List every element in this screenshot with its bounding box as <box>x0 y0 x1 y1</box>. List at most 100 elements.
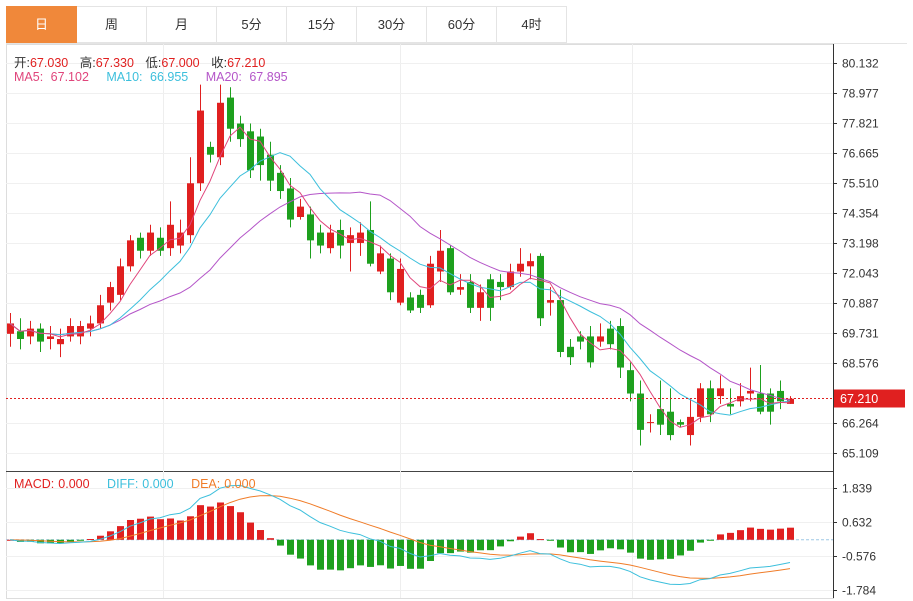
candle-body <box>487 279 494 308</box>
candle-body <box>147 232 154 251</box>
candle-body <box>57 339 64 345</box>
y-tick-label: 72.043 <box>842 267 879 281</box>
macd-histogram-bar <box>297 539 304 559</box>
candle-body <box>357 232 364 243</box>
candle-body <box>437 250 444 272</box>
diff-label: DIFF: <box>107 477 139 491</box>
ma5-value: 67.102 <box>50 70 89 84</box>
dea-value: 0.000 <box>224 477 256 491</box>
diff-readout-item: DIFF: 0.000 <box>107 477 178 491</box>
macd-histogram-bar <box>237 512 244 540</box>
y-tick-label: 66.264 <box>842 417 879 431</box>
macd-histogram-bar <box>337 539 344 571</box>
tab-month[interactable]: 月 <box>147 6 217 43</box>
candle-body <box>287 188 294 220</box>
candle-body <box>27 328 34 337</box>
candle-body <box>657 409 664 425</box>
macd-label: MACD: <box>14 477 55 491</box>
macd-histogram-bar <box>517 536 524 540</box>
macd-histogram-bar <box>777 528 784 540</box>
candle-body <box>547 300 554 303</box>
macd-histogram-bar <box>647 539 654 560</box>
ma10-readout: MA10: 66.955 <box>106 70 192 84</box>
candle-body <box>317 232 324 246</box>
candle-body <box>377 253 384 272</box>
y-tick-label: 65.109 <box>842 447 879 461</box>
ma20-line <box>9 191 791 401</box>
macd-histogram-bar <box>357 539 364 566</box>
candle-body <box>407 297 414 311</box>
ma10-value: 66.955 <box>150 70 189 84</box>
macd-histogram-bar <box>67 539 74 542</box>
candle-body <box>237 123 244 140</box>
ma5-label: MA5: <box>14 70 44 84</box>
tab-4hour[interactable]: 4时 <box>497 6 567 43</box>
candle-body <box>217 102 224 158</box>
diff-line <box>9 484 791 586</box>
tab-week[interactable]: 周 <box>77 6 147 43</box>
macd-histogram-bar <box>587 539 594 554</box>
macd-histogram-bar <box>607 539 614 549</box>
macd-histogram-bar <box>487 539 494 551</box>
macd-y-tick-label: -1.784 <box>842 584 876 598</box>
candle-body <box>767 393 774 412</box>
candle-body <box>247 131 254 171</box>
candle-body <box>257 136 264 166</box>
candle-body <box>557 300 564 352</box>
macd-histogram-bar <box>427 539 434 561</box>
candle-body <box>607 328 614 345</box>
macd-readout: MACD: 0.000 DIFF: 0.000 DEA: 0.000 <box>14 477 264 491</box>
macd-histogram-bar <box>557 539 564 548</box>
tab-divider <box>6 43 907 44</box>
candle-body <box>207 146 214 155</box>
candle-body <box>477 292 484 308</box>
tab-day[interactable]: 日 <box>6 6 77 43</box>
macd-histogram-bar <box>257 530 264 540</box>
candle-body <box>67 326 74 337</box>
candle-body <box>17 331 24 340</box>
macd-histogram-bar <box>37 539 44 544</box>
macd-histogram-bar <box>687 539 694 551</box>
candle-body <box>467 281 474 308</box>
macd-histogram-bar <box>457 539 464 552</box>
candle-body <box>327 232 334 249</box>
candle-body <box>617 326 624 368</box>
macd-y-tick-label: 0.632 <box>842 516 872 530</box>
tab-60min[interactable]: 60分 <box>427 6 497 43</box>
period-tabs: 日 周 月 5分 15分 30分 60分 4时 <box>6 6 567 43</box>
macd-histogram-bar <box>307 539 314 566</box>
ma10-label: MA10: <box>106 70 143 84</box>
low-label: 低: <box>145 56 162 70</box>
macd-histogram-bar <box>747 527 754 540</box>
candle-body <box>727 403 734 407</box>
macd-histogram-bar <box>627 539 634 553</box>
dea-line <box>9 495 791 579</box>
macd-histogram-bar <box>247 522 254 540</box>
candle-body <box>567 346 574 358</box>
ma-readout: MA5: 67.102 MA10: 66.955 MA20: 67.895 <box>14 70 296 84</box>
tab-15min[interactable]: 15分 <box>287 6 357 43</box>
candle-body <box>367 229 374 264</box>
macd-histogram-bar <box>787 527 794 540</box>
candle-body <box>347 235 354 243</box>
macd-histogram-bar <box>617 539 624 550</box>
candle-body <box>157 237 164 251</box>
macd-histogram-bar <box>697 539 704 543</box>
macd-histogram-bar <box>167 518 174 540</box>
macd-y-tick-label: 1.839 <box>842 482 872 496</box>
candle-body <box>537 255 544 319</box>
macd-histogram-bar <box>677 539 684 556</box>
candle-body <box>647 422 654 424</box>
candle-body <box>427 263 434 306</box>
macd-histogram-bar <box>217 502 224 540</box>
macd-histogram-bar <box>347 539 354 569</box>
macd-histogram-bar <box>117 526 124 540</box>
tab-5min[interactable]: 5分 <box>217 6 287 43</box>
candle-body <box>777 390 784 402</box>
ma5-line <box>9 126 791 428</box>
dea-readout-item: DEA: 0.000 <box>191 477 259 491</box>
tab-30min[interactable]: 30分 <box>357 6 427 43</box>
macd-histogram-bar <box>387 539 394 569</box>
candle-body <box>227 97 234 129</box>
